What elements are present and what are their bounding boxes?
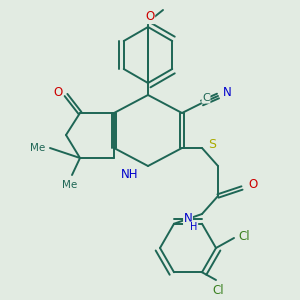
Text: NH: NH bbox=[121, 167, 139, 181]
Text: Me: Me bbox=[62, 180, 78, 190]
Text: O: O bbox=[248, 178, 258, 190]
Text: O: O bbox=[53, 85, 63, 98]
Text: S: S bbox=[208, 139, 216, 152]
Text: Cl: Cl bbox=[212, 284, 224, 296]
Text: N: N bbox=[223, 85, 231, 98]
Text: H: H bbox=[190, 222, 198, 232]
Text: O: O bbox=[146, 11, 154, 23]
Text: N: N bbox=[184, 212, 192, 226]
Text: Cl: Cl bbox=[238, 230, 250, 242]
Text: C: C bbox=[202, 93, 210, 103]
Text: Me: Me bbox=[30, 143, 46, 153]
